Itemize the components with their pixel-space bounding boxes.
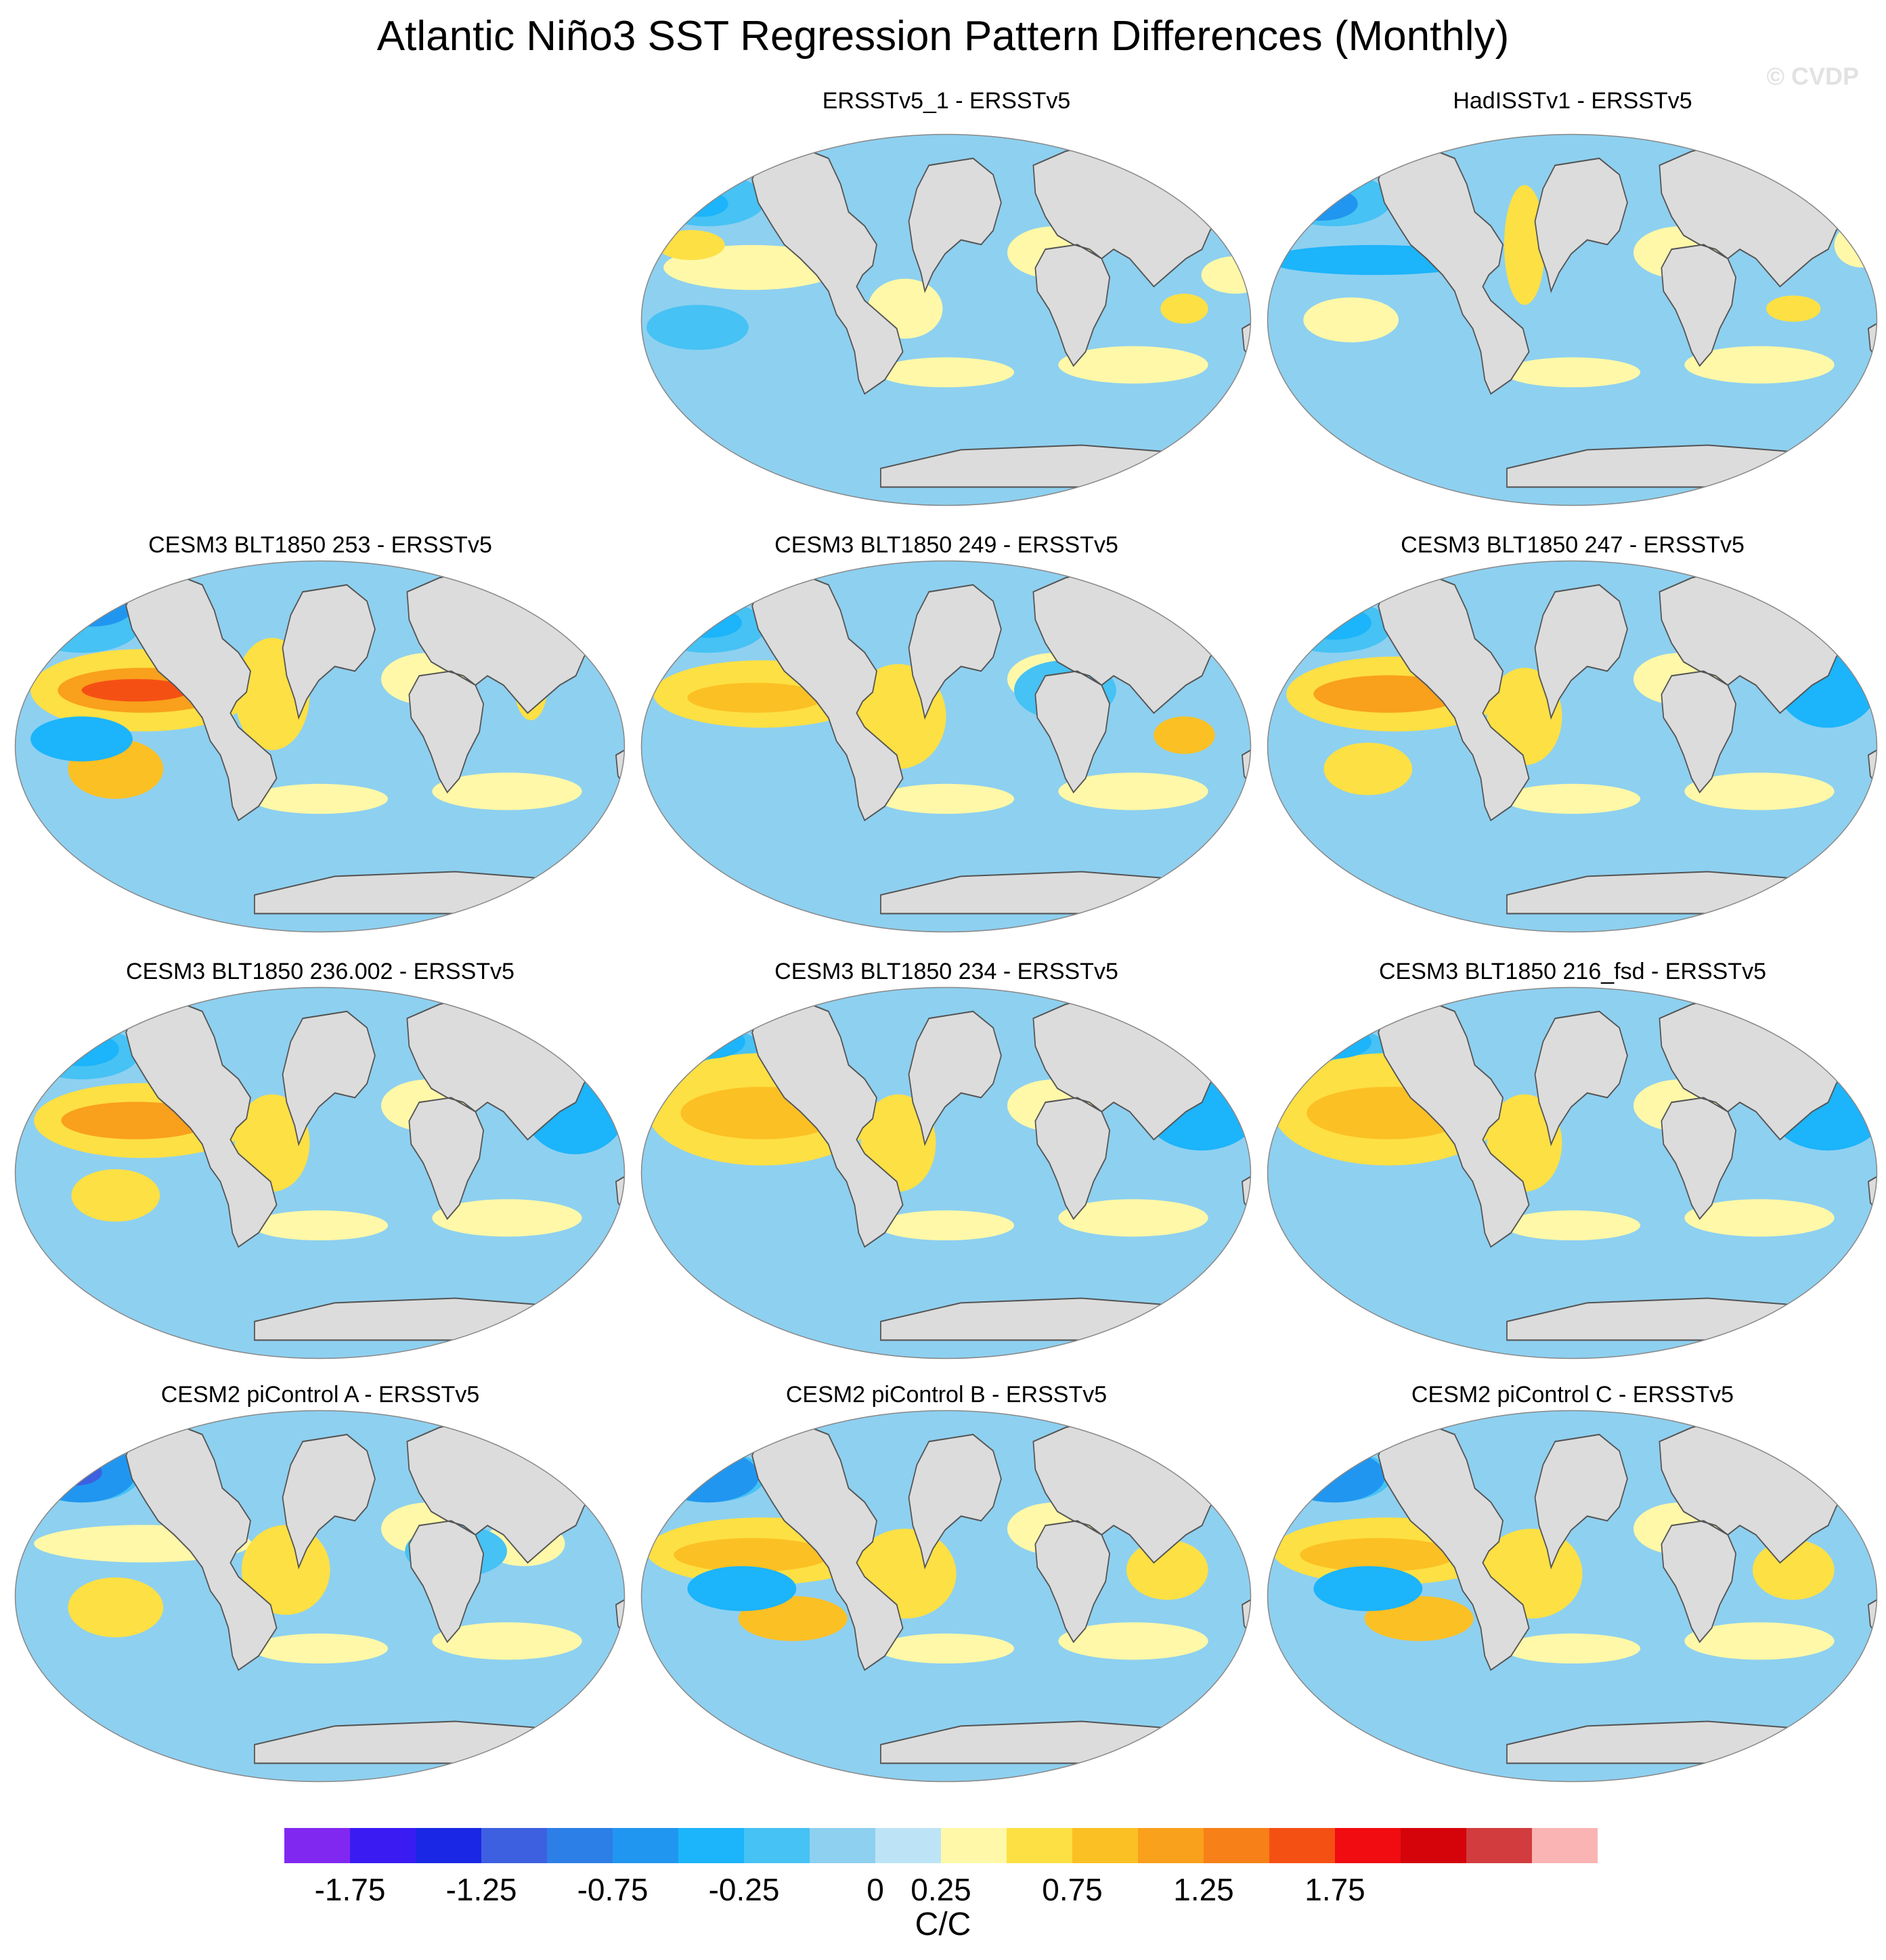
world-map bbox=[640, 1410, 1252, 1783]
colorbar-tick-label: 1.75 bbox=[1304, 1872, 1365, 1907]
map-panel bbox=[1266, 132, 1879, 511]
world-map bbox=[14, 560, 626, 933]
map-panel bbox=[1266, 985, 1879, 1364]
land-mask bbox=[125, 1416, 625, 1764]
colorbar-box bbox=[1532, 1828, 1598, 1863]
colorbar-box bbox=[875, 1828, 941, 1863]
colorbar-box bbox=[416, 1828, 481, 1863]
figure-title: Atlantic Niño3 SST Regression Pattern Di… bbox=[376, 13, 1510, 60]
panel-title: ERSSTv5_1 - ERSSTv5 bbox=[822, 88, 1071, 114]
world-map bbox=[640, 560, 1252, 933]
land-mask bbox=[1378, 993, 1877, 1341]
world-map bbox=[14, 1410, 626, 1783]
colorbar-tick-label: 0 bbox=[867, 1872, 884, 1907]
colorbar-box bbox=[810, 1828, 875, 1863]
land-mask bbox=[1378, 1416, 1877, 1764]
land-mask bbox=[125, 567, 625, 915]
colorbar-box bbox=[1466, 1828, 1532, 1863]
panel-title: CESM3 BLT1850 247 - ERSSTv5 bbox=[1401, 532, 1745, 558]
map-panel bbox=[640, 1408, 1252, 1787]
colorbar-tick-label: 0.75 bbox=[1042, 1872, 1103, 1907]
colorbar-box bbox=[1269, 1828, 1335, 1863]
land-mask bbox=[751, 993, 1251, 1341]
cvdp-watermark: © CVDP bbox=[1766, 62, 1859, 90]
map-panel bbox=[14, 559, 626, 938]
colorbar-box bbox=[1204, 1828, 1269, 1863]
world-map bbox=[1267, 1410, 1878, 1783]
land-mask bbox=[125, 993, 625, 1341]
colorbar-box bbox=[481, 1828, 547, 1863]
world-map bbox=[640, 133, 1252, 506]
world-map bbox=[1267, 986, 1878, 1359]
colorbar-tick-label: 1.25 bbox=[1173, 1872, 1234, 1907]
world-map bbox=[1267, 133, 1878, 506]
map-panel bbox=[640, 985, 1252, 1364]
panel-title: CESM2 piControl C - ERSSTv5 bbox=[1411, 1382, 1734, 1408]
colorbar-units: C/C bbox=[915, 1907, 971, 1942]
colorbar-box bbox=[1335, 1828, 1401, 1863]
panel-title: CESM3 BLT1850 216_fsd - ERSSTv5 bbox=[1379, 959, 1766, 984]
map-panel bbox=[640, 132, 1252, 511]
colorbar-box bbox=[547, 1828, 613, 1863]
panel-title: CESM2 piControl A - ERSSTv5 bbox=[160, 1382, 480, 1408]
colorbar-tick-label: -1.75 bbox=[314, 1872, 386, 1907]
map-panel bbox=[640, 559, 1252, 938]
land-mask bbox=[1378, 567, 1877, 915]
land-mask bbox=[751, 140, 1251, 488]
colorbar-tick-label: -1.25 bbox=[445, 1872, 517, 1907]
panel-title: HadISSTv1 - ERSSTv5 bbox=[1453, 88, 1692, 114]
colorbar-box bbox=[350, 1828, 416, 1863]
colorbar-box bbox=[284, 1828, 350, 1863]
world-map bbox=[640, 986, 1252, 1359]
panel-title: CESM3 BLT1850 236.002 - ERSSTv5 bbox=[126, 959, 514, 984]
colorbar-box bbox=[1007, 1828, 1072, 1863]
world-map bbox=[14, 986, 626, 1359]
colorbar-tick-label: -0.75 bbox=[577, 1872, 649, 1907]
panel-title: CESM3 BLT1850 253 - ERSSTv5 bbox=[148, 532, 492, 558]
colorbar-box bbox=[744, 1828, 810, 1863]
map-panel bbox=[14, 985, 626, 1364]
colorbar-box bbox=[678, 1828, 744, 1863]
colorbar-tick-label: 0.25 bbox=[911, 1872, 971, 1907]
panel-title: CESM2 piControl B - ERSSTv5 bbox=[785, 1382, 1108, 1408]
colorbar-box bbox=[613, 1828, 678, 1863]
land-mask bbox=[1378, 140, 1877, 488]
colorbar-tick-label: -0.25 bbox=[708, 1872, 780, 1907]
world-map bbox=[1267, 560, 1878, 933]
land-mask bbox=[751, 567, 1251, 915]
map-panel bbox=[14, 1408, 626, 1787]
colorbar-box bbox=[1072, 1828, 1138, 1863]
panel-title: CESM3 BLT1850 249 - ERSSTv5 bbox=[774, 532, 1118, 558]
map-panel bbox=[1266, 559, 1879, 938]
colorbar-box bbox=[941, 1828, 1007, 1863]
colorbar-box bbox=[1138, 1828, 1204, 1863]
land-mask bbox=[751, 1416, 1251, 1764]
colorbar-box bbox=[1401, 1828, 1466, 1863]
colorbar bbox=[284, 1828, 1598, 1863]
panel-title: CESM3 BLT1850 234 - ERSSTv5 bbox=[774, 959, 1118, 984]
map-panel bbox=[1266, 1408, 1879, 1787]
